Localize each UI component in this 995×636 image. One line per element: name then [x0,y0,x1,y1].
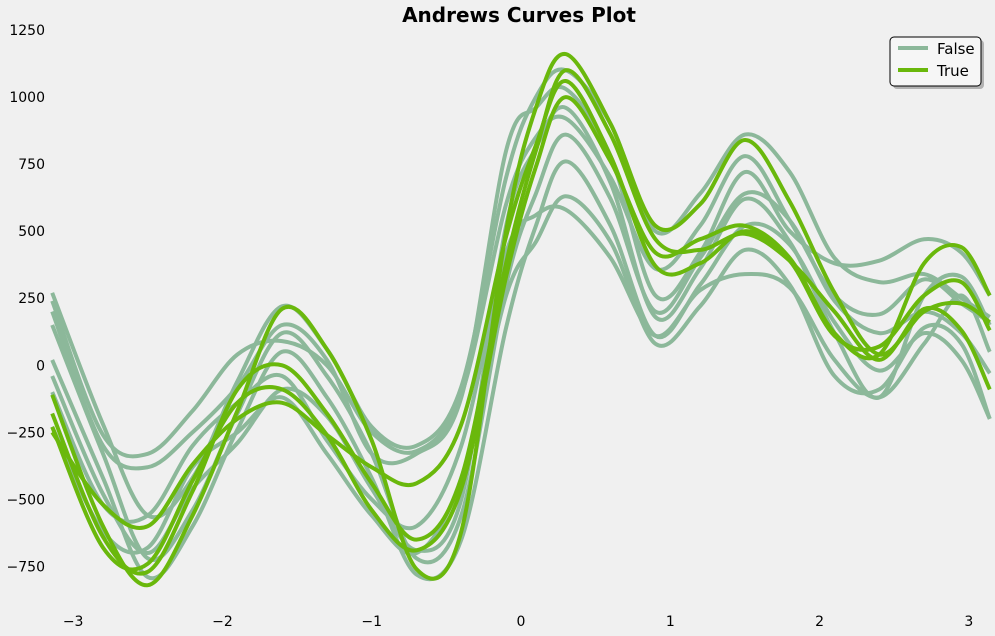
x-tick-label: 3 [964,614,973,630]
curve-false-4 [50,85,992,471]
y-tick-label: 250 [18,291,45,307]
curve-true-3 [50,95,992,572]
y-tick-label: −250 [7,425,45,441]
series-false [50,67,992,582]
x-tick-label: 0 [517,614,526,630]
y-tick-label: −500 [7,492,45,508]
curve-true-2 [50,79,992,530]
curve-false-3 [50,204,992,531]
x-tick-label: −1 [361,614,382,630]
y-tick-label: 500 [18,224,45,240]
legend: False True [889,36,984,89]
chart-title: Andrews Curves Plot [402,3,636,27]
axes-layer: −3 −2 −1 0 1 2 3 −750 −500 −250 0 250 500 750 1000 1250 [7,23,974,630]
x-tick-label: −3 [63,614,84,630]
curve-false-6 [50,114,991,459]
x-tick-label: −2 [212,614,233,630]
curve-true-0 [50,52,991,588]
y-tick-label: 0 [36,358,45,374]
y-tick-label: 1000 [9,90,45,106]
y-tick-label: 1250 [9,23,45,39]
y-tick-label: 750 [18,157,45,173]
x-tick-label: 2 [815,614,824,630]
legend-label-true: True [936,62,969,80]
curves-layer [50,52,992,588]
y-tick-label: −750 [7,559,45,575]
curve-false-0 [50,67,991,520]
x-tick-label: 1 [666,614,675,630]
curve-false-2 [50,159,992,582]
series-true [50,52,992,588]
legend-label-false: False [937,40,975,58]
